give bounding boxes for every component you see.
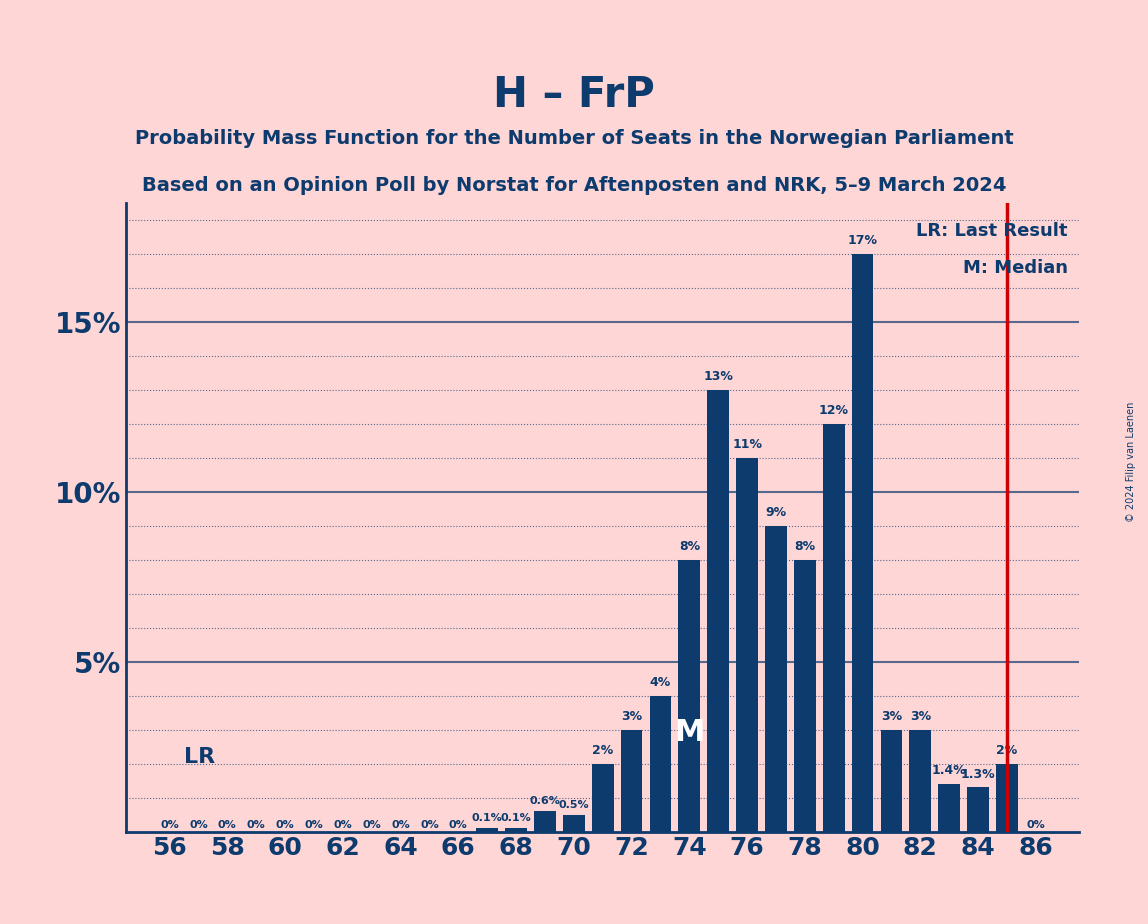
Text: LR: Last Result: LR: Last Result xyxy=(916,222,1068,239)
Text: 8%: 8% xyxy=(678,541,700,553)
Text: 3%: 3% xyxy=(881,710,902,723)
Bar xyxy=(505,828,527,832)
Text: 0.6%: 0.6% xyxy=(529,796,560,806)
Bar xyxy=(650,696,672,832)
Text: 2%: 2% xyxy=(592,744,613,757)
Text: 0.5%: 0.5% xyxy=(559,799,589,809)
Text: 0%: 0% xyxy=(391,820,410,830)
Text: 0%: 0% xyxy=(276,820,294,830)
Text: 0%: 0% xyxy=(247,820,265,830)
Text: 13%: 13% xyxy=(704,371,734,383)
Bar xyxy=(938,784,960,832)
Bar xyxy=(881,730,902,832)
Text: 0.1%: 0.1% xyxy=(501,813,532,823)
Text: 8%: 8% xyxy=(794,541,815,553)
Bar xyxy=(996,763,1018,832)
Text: 2%: 2% xyxy=(996,744,1017,757)
Text: LR: LR xyxy=(184,747,215,767)
Bar xyxy=(765,526,786,832)
Text: Probability Mass Function for the Number of Seats in the Norwegian Parliament: Probability Mass Function for the Number… xyxy=(134,129,1014,149)
Text: 0.1%: 0.1% xyxy=(472,813,503,823)
Bar xyxy=(621,730,643,832)
Text: H – FrP: H – FrP xyxy=(492,74,656,116)
Text: 0%: 0% xyxy=(161,820,179,830)
Text: 0%: 0% xyxy=(304,820,324,830)
Text: 0%: 0% xyxy=(449,820,467,830)
Text: M: M xyxy=(674,718,705,747)
Bar xyxy=(852,254,874,832)
Bar xyxy=(476,828,498,832)
Text: 0%: 0% xyxy=(420,820,439,830)
Bar xyxy=(678,560,700,832)
Bar xyxy=(534,811,556,832)
Text: 0%: 0% xyxy=(363,820,381,830)
Bar xyxy=(592,763,613,832)
Text: Based on an Opinion Poll by Norstat for Aftenposten and NRK, 5–9 March 2024: Based on an Opinion Poll by Norstat for … xyxy=(141,176,1007,195)
Bar xyxy=(563,815,584,832)
Text: 0%: 0% xyxy=(333,820,352,830)
Text: M: Median: M: Median xyxy=(963,259,1068,276)
Text: 3%: 3% xyxy=(909,710,931,723)
Text: 17%: 17% xyxy=(847,235,877,248)
Text: 12%: 12% xyxy=(819,404,848,418)
Bar xyxy=(823,424,845,832)
Text: 0%: 0% xyxy=(218,820,236,830)
Text: 0%: 0% xyxy=(189,820,208,830)
Bar xyxy=(794,560,815,832)
Text: 1.3%: 1.3% xyxy=(961,768,995,781)
Text: 4%: 4% xyxy=(650,676,672,689)
Bar xyxy=(968,787,988,832)
Bar xyxy=(707,390,729,832)
Text: 0%: 0% xyxy=(1026,820,1045,830)
Text: 9%: 9% xyxy=(766,506,786,519)
Text: © 2024 Filip van Laenen: © 2024 Filip van Laenen xyxy=(1126,402,1135,522)
Text: 3%: 3% xyxy=(621,710,642,723)
Bar xyxy=(909,730,931,832)
Bar xyxy=(736,458,758,832)
Text: 11%: 11% xyxy=(732,438,762,451)
Text: 1.4%: 1.4% xyxy=(932,764,967,777)
